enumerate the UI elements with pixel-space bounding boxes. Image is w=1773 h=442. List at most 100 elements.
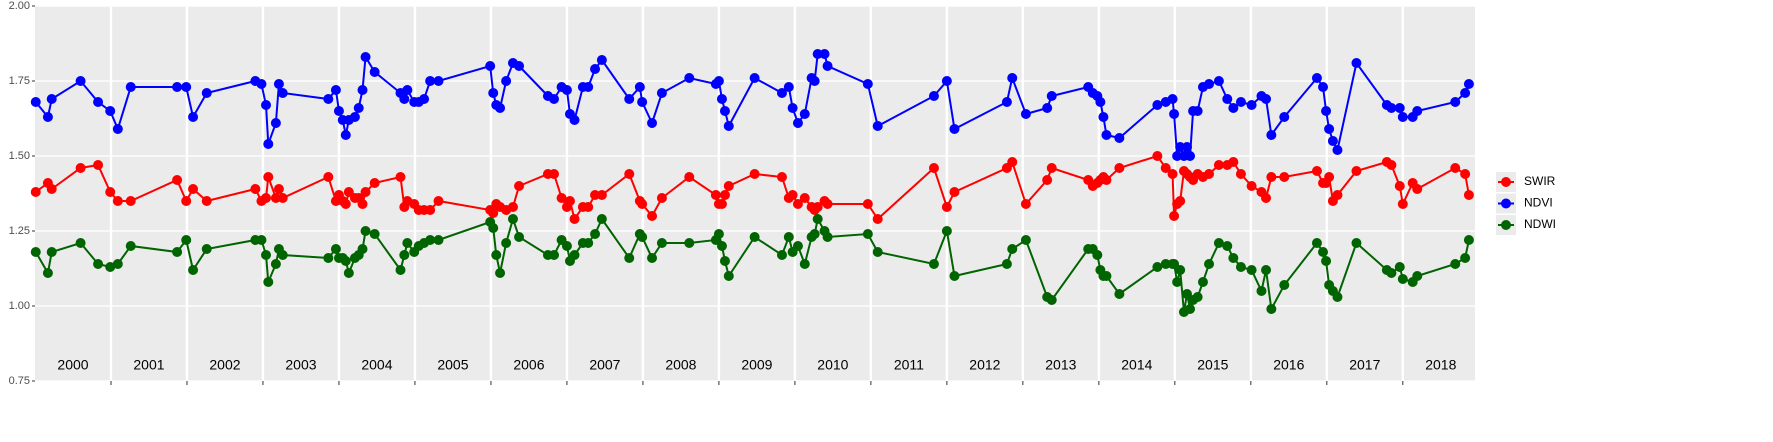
year-label: 2016 bbox=[1273, 357, 1304, 373]
legend-label: NDWI bbox=[1524, 217, 1556, 231]
data-point bbox=[949, 271, 960, 281]
data-point bbox=[1046, 295, 1057, 305]
data-point bbox=[637, 199, 648, 209]
data-point bbox=[1311, 238, 1322, 248]
data-point bbox=[1213, 76, 1224, 86]
data-point bbox=[776, 172, 787, 182]
data-point bbox=[270, 193, 281, 203]
data-point bbox=[402, 238, 413, 248]
data-point bbox=[719, 106, 730, 116]
data-point bbox=[1001, 97, 1012, 107]
data-point bbox=[1114, 163, 1125, 173]
data-point bbox=[1152, 151, 1163, 161]
data-point bbox=[1235, 262, 1246, 272]
data-point bbox=[1204, 79, 1215, 89]
data-point bbox=[928, 91, 939, 101]
data-point bbox=[273, 79, 284, 89]
data-point bbox=[369, 229, 380, 239]
data-point bbox=[1152, 100, 1163, 110]
data-point bbox=[507, 202, 518, 212]
data-point bbox=[941, 226, 952, 236]
data-point bbox=[188, 265, 199, 275]
data-point bbox=[716, 199, 727, 209]
data-point bbox=[395, 265, 406, 275]
data-point bbox=[656, 238, 667, 248]
y-tick-label: 1.50 bbox=[9, 150, 30, 162]
data-point bbox=[561, 241, 572, 251]
data-point bbox=[862, 79, 873, 89]
data-point bbox=[624, 169, 635, 179]
data-point bbox=[637, 232, 648, 242]
data-point bbox=[1192, 292, 1203, 302]
data-point bbox=[1235, 169, 1246, 179]
data-point bbox=[787, 190, 798, 200]
data-point bbox=[488, 208, 499, 218]
year-label: 2012 bbox=[969, 357, 1000, 373]
data-point bbox=[583, 82, 594, 92]
year-label: 2017 bbox=[1349, 357, 1380, 373]
data-point bbox=[637, 97, 648, 107]
data-point bbox=[323, 94, 334, 104]
data-point bbox=[862, 199, 873, 209]
data-point bbox=[1114, 289, 1125, 299]
data-point bbox=[564, 196, 575, 206]
data-point bbox=[1412, 184, 1423, 194]
data-point bbox=[1197, 277, 1208, 287]
data-point bbox=[809, 229, 820, 239]
data-point bbox=[395, 172, 406, 182]
data-point bbox=[1246, 265, 1257, 275]
data-point bbox=[425, 205, 436, 215]
data-point bbox=[340, 130, 351, 140]
data-point bbox=[514, 181, 525, 191]
legend-marker bbox=[1501, 177, 1511, 187]
year-label: 2010 bbox=[817, 357, 848, 373]
data-point bbox=[402, 85, 413, 95]
data-point bbox=[360, 52, 371, 62]
data-point bbox=[1460, 169, 1471, 179]
data-point bbox=[1327, 136, 1338, 146]
data-point bbox=[783, 232, 794, 242]
year-label: 2007 bbox=[589, 357, 620, 373]
data-point bbox=[261, 100, 272, 110]
data-point bbox=[172, 82, 183, 92]
data-point bbox=[93, 259, 104, 269]
data-point bbox=[569, 115, 580, 125]
data-point bbox=[501, 238, 512, 248]
data-point bbox=[263, 277, 274, 287]
data-point bbox=[1092, 250, 1103, 260]
data-point bbox=[822, 61, 833, 71]
y-tick-label: 1.75 bbox=[9, 75, 30, 87]
year-label: 2004 bbox=[361, 357, 392, 373]
year-label: 2006 bbox=[513, 357, 544, 373]
data-point bbox=[1213, 238, 1224, 248]
data-point bbox=[514, 61, 525, 71]
data-point bbox=[1095, 97, 1106, 107]
data-point bbox=[1261, 265, 1272, 275]
data-point bbox=[1182, 289, 1192, 299]
data-point bbox=[799, 193, 810, 203]
data-point bbox=[46, 184, 57, 194]
data-point bbox=[1172, 277, 1183, 287]
data-point bbox=[1020, 199, 1031, 209]
year-label: 2005 bbox=[437, 357, 468, 373]
data-point bbox=[485, 61, 496, 71]
data-point bbox=[1394, 262, 1405, 272]
data-point bbox=[723, 181, 734, 191]
data-point bbox=[749, 73, 760, 83]
data-point bbox=[596, 55, 607, 65]
data-point bbox=[419, 94, 430, 104]
data-point bbox=[433, 76, 444, 86]
data-point bbox=[1266, 130, 1277, 140]
data-point bbox=[1261, 94, 1272, 104]
data-point bbox=[250, 184, 261, 194]
data-point bbox=[46, 247, 57, 257]
data-point bbox=[719, 190, 730, 200]
data-point bbox=[112, 196, 123, 206]
data-point bbox=[357, 199, 368, 209]
data-point bbox=[1046, 163, 1057, 173]
data-point bbox=[1397, 274, 1408, 284]
data-point bbox=[656, 88, 667, 98]
data-point bbox=[941, 76, 952, 86]
